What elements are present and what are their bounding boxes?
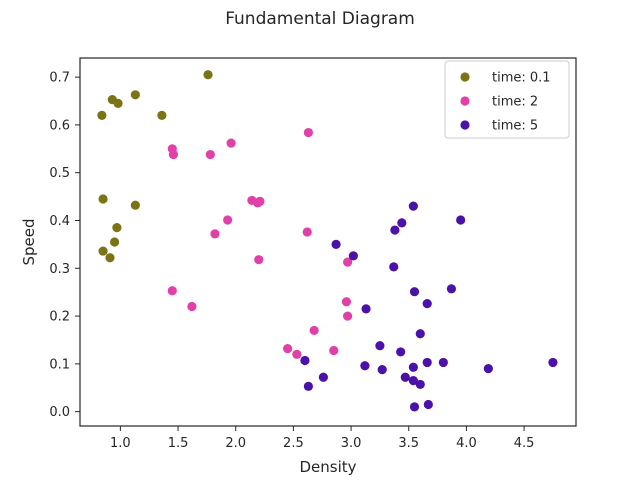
data-point bbox=[341, 297, 352, 307]
y-tick-label: 0.0 bbox=[49, 405, 70, 420]
y-tick-label: 0.7 bbox=[49, 71, 70, 86]
x-tick-label: 1.0 bbox=[110, 436, 131, 451]
data-point bbox=[309, 325, 319, 336]
data-point bbox=[361, 304, 371, 314]
data-point bbox=[331, 239, 341, 249]
data-point bbox=[302, 227, 312, 237]
data-point bbox=[254, 255, 264, 265]
y-axis-ticks: 0.0 0.1 0.2 0.3 0.4 0.5 0.6 0.7 bbox=[49, 71, 80, 420]
data-point bbox=[157, 110, 167, 120]
data-point bbox=[397, 218, 407, 228]
data-point bbox=[409, 402, 420, 412]
data-point bbox=[203, 70, 213, 80]
x-tick-label: 3.5 bbox=[398, 436, 419, 451]
data-point bbox=[422, 299, 432, 309]
data-point bbox=[167, 286, 177, 296]
y-tick-label: 0.3 bbox=[49, 262, 70, 277]
data-point bbox=[303, 127, 313, 138]
data-point bbox=[409, 287, 420, 297]
legend-label: time: 5 bbox=[492, 119, 538, 134]
data-point bbox=[377, 365, 387, 375]
data-point bbox=[97, 110, 107, 120]
data-point bbox=[415, 379, 425, 390]
data-point bbox=[112, 223, 122, 233]
data-point bbox=[438, 357, 448, 368]
data-point bbox=[415, 329, 425, 339]
data-point bbox=[360, 361, 370, 371]
x-tick-label: 4.0 bbox=[456, 436, 477, 451]
y-tick-label: 0.1 bbox=[49, 357, 70, 372]
data-point bbox=[400, 372, 410, 382]
y-tick-label: 0.6 bbox=[49, 118, 70, 133]
data-point bbox=[408, 375, 418, 386]
legend-label: time: 2 bbox=[492, 95, 538, 110]
data-point bbox=[300, 355, 310, 366]
data-point bbox=[423, 399, 433, 410]
series-2 bbox=[167, 127, 353, 359]
data-point bbox=[446, 284, 457, 294]
data-point bbox=[187, 301, 197, 312]
x-axis-ticks: 1.0 1.5 2.0 2.5 3.0 3.5 4.0 4.5 bbox=[110, 426, 534, 451]
data-point bbox=[113, 98, 123, 109]
data-point bbox=[483, 364, 493, 374]
data-point bbox=[130, 200, 140, 210]
y-axis-label: Speed bbox=[20, 218, 38, 265]
x-tick-label: 2.0 bbox=[225, 436, 246, 451]
data-point bbox=[329, 345, 339, 356]
legend-marker bbox=[460, 72, 470, 82]
data-point bbox=[348, 251, 358, 261]
data-point bbox=[389, 262, 399, 272]
x-axis-label: Density bbox=[299, 458, 356, 476]
data-point bbox=[408, 201, 418, 211]
y-tick-label: 0.5 bbox=[49, 166, 70, 181]
legend-box bbox=[444, 60, 570, 139]
legend-marker bbox=[460, 96, 470, 106]
data-point bbox=[318, 372, 328, 382]
x-tick-label: 4.5 bbox=[514, 436, 535, 451]
x-tick-label: 1.5 bbox=[168, 436, 189, 451]
data-point bbox=[292, 349, 302, 359]
series-3 bbox=[300, 201, 558, 412]
data-point bbox=[210, 229, 220, 239]
legend: time: 0.1 time: 2 time: 5 bbox=[444, 60, 570, 139]
data-point bbox=[98, 194, 108, 204]
data-point bbox=[223, 215, 233, 225]
data-point bbox=[98, 246, 108, 256]
data-point bbox=[168, 149, 179, 160]
data-point bbox=[283, 343, 293, 354]
data-point bbox=[396, 347, 406, 357]
chart-title: Fundamental Diagram bbox=[225, 9, 415, 29]
plot-area bbox=[97, 70, 558, 412]
data-point bbox=[130, 90, 140, 100]
legend-marker bbox=[460, 120, 470, 130]
axes-frame bbox=[79, 57, 577, 427]
data-point bbox=[408, 362, 418, 372]
data-point bbox=[226, 138, 236, 148]
data-point bbox=[375, 341, 385, 351]
data-point bbox=[390, 225, 400, 235]
data-point bbox=[255, 196, 265, 206]
data-point bbox=[343, 311, 353, 321]
data-point bbox=[548, 357, 558, 368]
data-point bbox=[110, 237, 120, 247]
data-point bbox=[422, 357, 432, 368]
data-point bbox=[456, 215, 466, 225]
y-tick-label: 0.2 bbox=[49, 310, 70, 325]
series-1 bbox=[97, 70, 213, 263]
data-point bbox=[105, 253, 115, 263]
y-tick-label: 0.4 bbox=[49, 214, 70, 229]
data-point bbox=[343, 257, 353, 267]
legend-label: time: 0.1 bbox=[492, 71, 551, 86]
x-tick-label: 2.5 bbox=[283, 436, 304, 451]
x-tick-label: 3.0 bbox=[341, 436, 362, 451]
data-point bbox=[303, 381, 313, 391]
data-point bbox=[205, 149, 215, 160]
